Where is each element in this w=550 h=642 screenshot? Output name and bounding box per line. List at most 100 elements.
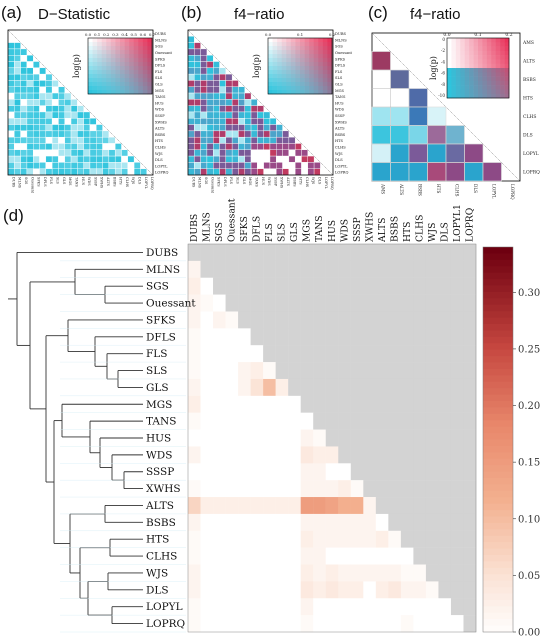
colorbar-cell (473, 76, 479, 82)
colorbar-cell (304, 86, 310, 91)
colorbar-cell (129, 70, 135, 75)
colorbar-cell (106, 38, 112, 43)
colorbar-cell (147, 38, 153, 43)
colorbar-cell (451, 63, 457, 69)
heatmap-cell (350, 294, 364, 312)
heatmap-cell (275, 547, 289, 565)
heatmap-cell (238, 118, 245, 125)
colorbar-cell (138, 42, 144, 47)
colorbar-cell (447, 80, 452, 86)
colorbar-cell (309, 90, 315, 95)
heatmap-cell (350, 362, 364, 380)
col-tick-label: CLHS (454, 184, 459, 197)
heatmap-cell (45, 168, 53, 176)
colorbar-cell (447, 50, 452, 56)
heatmap-cell (96, 149, 103, 157)
colorbar-cell (482, 89, 488, 95)
colorbar-cell (115, 46, 121, 51)
colorbar-cell (142, 62, 148, 67)
colorbar-tick-label: 0.3 (112, 32, 119, 37)
colorbar-cell (138, 50, 144, 55)
heatmap-cell (213, 513, 226, 531)
heatmap-cell (250, 130, 258, 138)
heatmap-cell (275, 328, 289, 346)
colorbar-cell (451, 59, 457, 65)
heatmap-cell (26, 99, 34, 106)
colorbar-cell (300, 38, 305, 43)
heatmap-cell (39, 73, 47, 81)
colorbar-cell (124, 46, 130, 51)
heatmap-cell (225, 615, 239, 633)
colorbar-cell (142, 86, 148, 91)
heatmap-cell (7, 130, 15, 138)
col-tick-label: LOPYL1 (452, 204, 463, 242)
colorbar-cell (133, 66, 139, 71)
colorbar-cell (482, 80, 488, 86)
colorbar-cell (483, 452, 513, 460)
heatmap-cell (301, 155, 308, 163)
heatmap-cell (275, 395, 289, 413)
heatmap-cell (413, 497, 427, 515)
heatmap-cell (450, 260, 464, 278)
heatmap-cell (206, 92, 214, 100)
colorbar-cell (286, 62, 292, 67)
colorbar-cell (313, 46, 319, 51)
colorbar-cell (97, 54, 103, 59)
row-tick-label: SFKS (335, 57, 346, 61)
colorbar-cell (483, 304, 513, 312)
colorbar-cell (281, 58, 287, 63)
colorbar-cell (133, 74, 139, 79)
heatmap-cell (238, 328, 251, 346)
heatmap-cell (200, 162, 208, 169)
heatmap-cell (45, 136, 53, 144)
heatmap-cell (463, 598, 477, 616)
colorbar-cell (142, 78, 148, 83)
panel-d-label: (d) (3, 206, 24, 225)
heatmap-cell (238, 463, 251, 481)
colorbar-cell (304, 50, 310, 55)
colorbar-cell (495, 89, 501, 95)
heatmap-cell (213, 581, 226, 599)
heatmap-cell (250, 362, 264, 380)
heatmap-cell (288, 168, 296, 176)
row-tick-label: WDS (155, 108, 165, 112)
heatmap-cell (438, 463, 452, 481)
heatmap-cell (425, 480, 439, 498)
heatmap-cell (213, 136, 220, 144)
row-tick-label: DUBS (146, 247, 178, 259)
heatmap-cell (225, 547, 239, 565)
heatmap-cell (213, 130, 220, 138)
colorbar-cell (88, 70, 93, 75)
colorbar-cell (142, 54, 148, 59)
colorbar-tick-label: 0 (442, 37, 445, 42)
panel-b-label: (b) (181, 3, 202, 22)
heatmap-cell (250, 463, 264, 481)
colorbar-cell (120, 54, 125, 59)
heatmap-cell (427, 162, 447, 182)
row-tick-label: MGS (155, 89, 165, 93)
heatmap-cell (425, 581, 439, 599)
heatmap-cell (325, 294, 339, 312)
col-tick-label: SGS (204, 177, 208, 185)
heatmap-cell (257, 143, 264, 150)
row-tick-label: LOPRQ (523, 170, 540, 176)
heatmap-cell (20, 155, 28, 163)
heatmap-cell (7, 136, 15, 144)
colorbar-cell (483, 407, 513, 415)
colorbar-cell (309, 86, 315, 91)
heatmap-cell (238, 155, 245, 163)
heatmap-cell (225, 260, 239, 278)
heatmap-cell (438, 530, 452, 548)
colorbar-cell (133, 46, 139, 51)
heatmap-cell (102, 168, 110, 176)
heatmap-cell (288, 149, 296, 157)
colorbar-cell (483, 413, 513, 421)
colorbar-cell (483, 401, 513, 408)
heatmap-cell (288, 143, 296, 150)
heatmap-cell (206, 136, 214, 144)
heatmap-cell (51, 168, 59, 176)
heatmap-cell (20, 149, 28, 157)
heatmap-cell (338, 530, 351, 548)
heatmap-cell (121, 162, 128, 169)
colorbar-cell (483, 503, 513, 511)
